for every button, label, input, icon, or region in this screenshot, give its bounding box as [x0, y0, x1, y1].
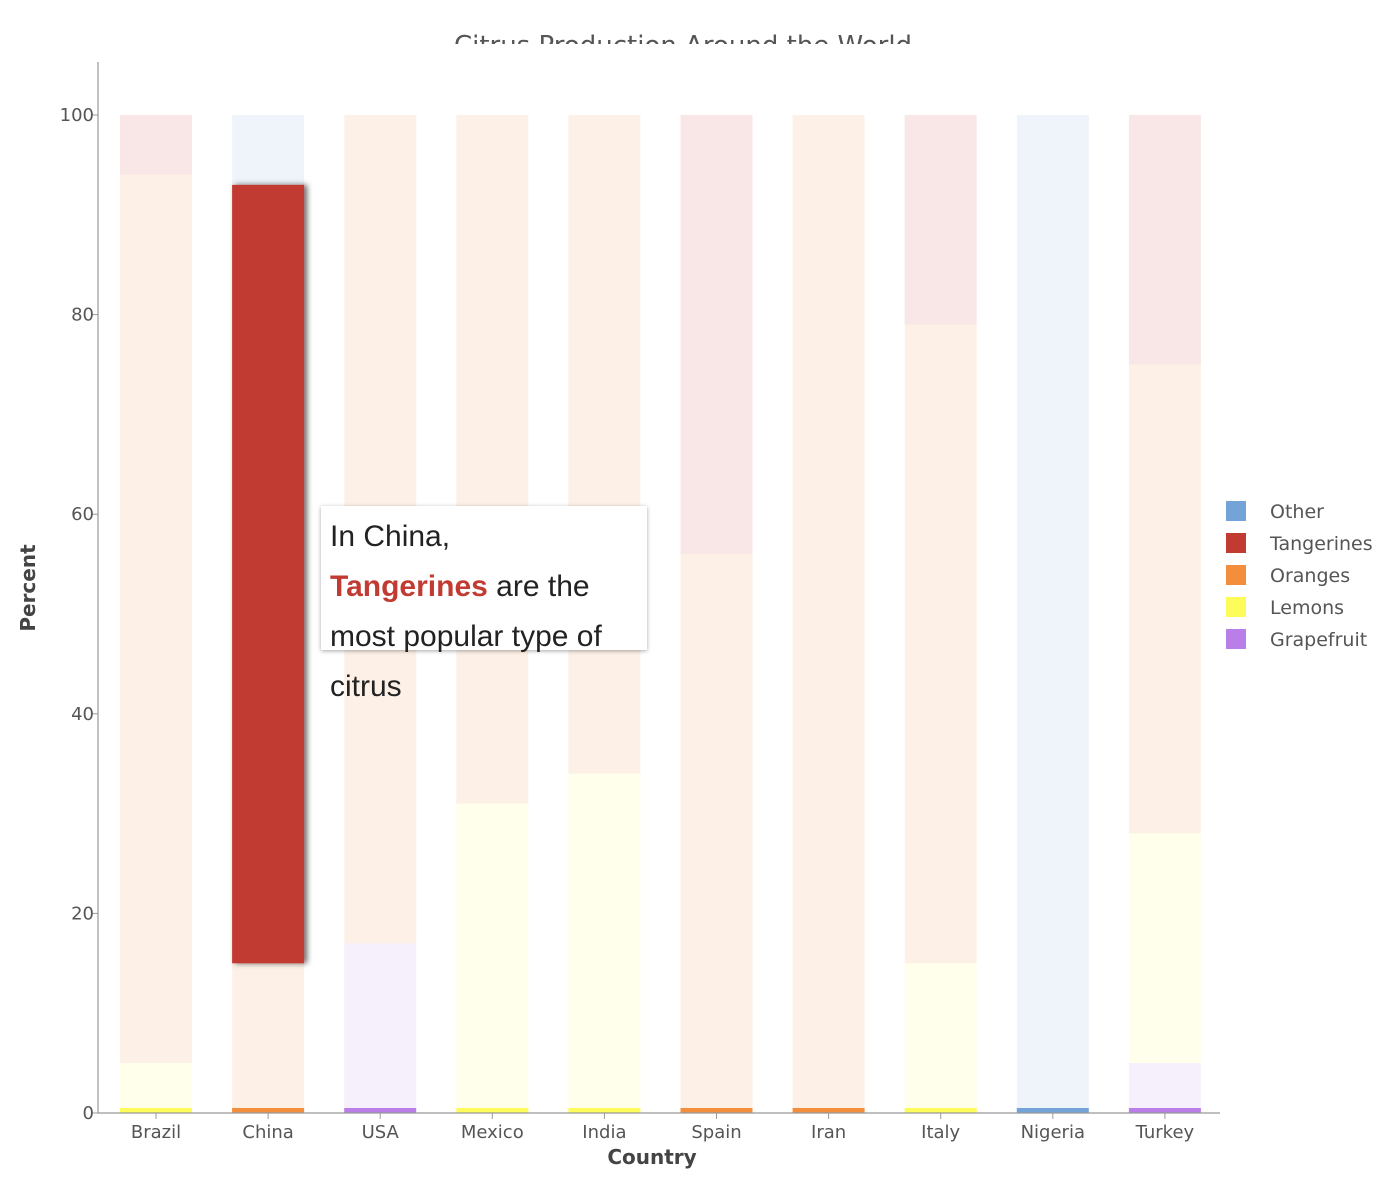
- legend-label-grapefruit[interactable]: Grapefruit: [1270, 629, 1367, 651]
- x-tick-label-spain: Spain: [691, 1122, 741, 1143]
- baseline-marker-nigeria: [1016, 1108, 1089, 1113]
- y-tick-label: 100: [60, 105, 94, 126]
- bar-usa-grapefruit[interactable]: [344, 943, 417, 1113]
- bar-iran-oranges[interactable]: [792, 115, 865, 1113]
- baseline-marker-usa: [344, 1108, 417, 1113]
- bar-spain-tangerines[interactable]: [680, 115, 753, 555]
- axes: [97, 62, 1220, 1114]
- bar-nigeria-other[interactable]: [1016, 115, 1089, 1113]
- title-clip-mask: [300, 44, 1060, 62]
- bar-turkey-tangerines[interactable]: [1128, 115, 1201, 365]
- legend-label-tangerines[interactable]: Tangerines: [1269, 533, 1373, 555]
- bar-turkey-lemons[interactable]: [1128, 833, 1201, 1064]
- bar-brazil-oranges[interactable]: [120, 174, 192, 1064]
- baseline-marker-india: [568, 1108, 641, 1113]
- legend-label-lemons[interactable]: Lemons: [1270, 597, 1344, 619]
- bar-china-oranges[interactable]: [232, 963, 305, 1113]
- baseline-marker-turkey: [1128, 1108, 1201, 1113]
- bar-mexico-lemons[interactable]: [456, 803, 529, 1113]
- legend: Other Tangerines Oranges Lemons Grapefruit: [1226, 501, 1373, 651]
- bar-turkey-grapefruit[interactable]: [1128, 1063, 1201, 1113]
- bar-india-lemons[interactable]: [568, 773, 641, 1113]
- baseline-marker-spain: [680, 1108, 753, 1113]
- annotation-suffix: are the most popular type of citrus: [330, 570, 602, 703]
- y-axis-title: Percent: [16, 544, 40, 632]
- annotation-prefix: In China,: [330, 520, 451, 553]
- legend-swatch-other[interactable]: [1226, 501, 1246, 521]
- x-tick-label-usa: USA: [362, 1122, 400, 1143]
- annotation-highlight: Tangerines: [330, 570, 488, 603]
- x-tick-label-iran: Iran: [811, 1122, 846, 1143]
- bar-india-oranges[interactable]: [568, 115, 641, 774]
- bar-china-tangerines[interactable]: [232, 184, 305, 964]
- bar-italy-tangerines[interactable]: [904, 115, 977, 325]
- baseline-marker-mexico: [456, 1108, 529, 1113]
- baseline-marker-brazil: [120, 1108, 192, 1113]
- y-tick-label: 80: [71, 305, 94, 326]
- x-tick-label-brazil: Brazil: [131, 1122, 181, 1143]
- y-tick-label: 40: [71, 704, 94, 725]
- y-tick-label: 0: [83, 1103, 94, 1124]
- legend-swatch-grapefruit[interactable]: [1226, 629, 1246, 649]
- bar-turkey-oranges[interactable]: [1128, 364, 1201, 834]
- bar-brazil-tangerines[interactable]: [120, 115, 192, 175]
- legend-swatch-tangerines[interactable]: [1226, 533, 1246, 553]
- baseline-markers: [120, 1108, 1201, 1113]
- bar-brazil-lemons[interactable]: [120, 1063, 192, 1113]
- x-tick-label-china: China: [242, 1122, 293, 1143]
- bar-mexico-oranges[interactable]: [456, 115, 529, 804]
- legend-swatch-lemons[interactable]: [1226, 597, 1246, 617]
- legend-swatch-oranges[interactable]: [1226, 565, 1246, 585]
- bar-spain-oranges[interactable]: [680, 554, 753, 1113]
- x-tick-label-mexico: Mexico: [461, 1122, 524, 1143]
- x-ticks: Brazil China USA Mexico India Spain Iran Italy N…: [131, 1113, 1195, 1143]
- legend-label-other[interactable]: Other: [1270, 501, 1324, 523]
- x-axis-title: Country: [607, 1145, 696, 1169]
- bar-china-other[interactable]: [232, 115, 305, 185]
- y-ticks: 0 20 40 60 80 100: [60, 105, 98, 1124]
- annotation-tooltip: In China, Tangerines are the most popula…: [321, 506, 647, 703]
- bars-layer: [120, 115, 1201, 1113]
- baseline-marker-china: [232, 1108, 305, 1113]
- baseline-marker-iran: [792, 1108, 865, 1113]
- x-tick-label-india: India: [582, 1122, 626, 1143]
- legend-label-oranges[interactable]: Oranges: [1270, 565, 1350, 587]
- bar-italy-oranges[interactable]: [904, 324, 977, 964]
- x-tick-label-turkey: Turkey: [1135, 1122, 1195, 1143]
- x-tick-label-nigeria: Nigeria: [1021, 1122, 1085, 1143]
- y-tick-label: 20: [71, 903, 94, 924]
- y-tick-label: 60: [71, 504, 94, 525]
- bar-italy-lemons[interactable]: [904, 963, 977, 1113]
- baseline-marker-italy: [904, 1108, 977, 1113]
- x-tick-label-italy: Italy: [921, 1122, 960, 1143]
